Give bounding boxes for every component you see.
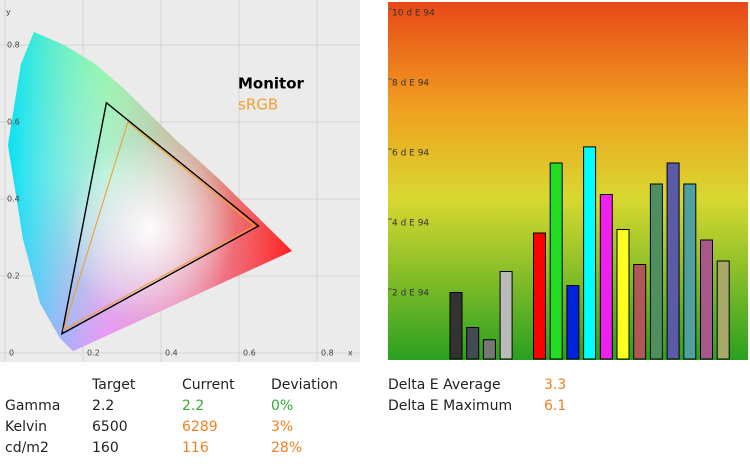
table-cell: 160 xyxy=(92,440,119,456)
x-tick-label: 0.6 xyxy=(243,349,256,358)
legend-entry: sRGB xyxy=(238,96,278,114)
bar xyxy=(566,285,580,360)
bar xyxy=(616,229,630,360)
bar xyxy=(700,239,713,360)
bar xyxy=(666,162,680,360)
bar xyxy=(449,292,463,360)
y-tick-label: 0.4 xyxy=(7,195,20,204)
x-tick-label: 0.4 xyxy=(165,349,178,358)
table-cell: 0% xyxy=(271,398,293,414)
y-tick-label: 0.2 xyxy=(7,272,20,281)
table-cell: 2.2 xyxy=(182,398,204,414)
y-tick-label: 4 d E 94 xyxy=(392,219,429,229)
y-axis-label: y xyxy=(6,8,11,17)
gamut-triangle xyxy=(62,121,256,332)
bar xyxy=(549,162,563,360)
table-cell: 28% xyxy=(271,440,302,456)
x-tick-label: 0 xyxy=(9,349,14,358)
table-cell: 6500 xyxy=(92,419,128,435)
bar xyxy=(482,339,496,360)
y-tick-label: 8 d E 94 xyxy=(392,79,429,89)
summary-value: 6.1 xyxy=(544,398,566,414)
row-label: cd/m2 xyxy=(5,440,49,456)
table-cell: 116 xyxy=(182,440,209,456)
gamut-triangle xyxy=(60,101,260,336)
x-tick-label: 0.8 xyxy=(321,349,334,358)
bar xyxy=(633,264,647,360)
legend-entry: Monitor xyxy=(238,75,305,93)
table-cell: 3% xyxy=(271,419,293,435)
white-point-glow xyxy=(8,32,292,351)
bar xyxy=(583,146,597,360)
table-cell: 2.2 xyxy=(92,398,114,414)
row-label: Gamma xyxy=(5,398,60,414)
bar xyxy=(649,183,663,360)
row-label: Kelvin xyxy=(5,419,47,435)
summary-label: Delta E Average xyxy=(388,377,501,393)
summary-value: 3.3 xyxy=(544,377,566,393)
x-axis-label: x xyxy=(348,349,353,358)
y-tick-label: 0.6 xyxy=(7,118,20,127)
bar xyxy=(533,232,546,360)
y-tick-label: 0.8 xyxy=(7,41,20,50)
y-tick-label: 6 d E 94 xyxy=(392,149,429,159)
table-cell: 6289 xyxy=(182,419,218,435)
bar xyxy=(683,183,697,360)
bar xyxy=(466,327,480,360)
column-header: Deviation xyxy=(271,377,338,393)
column-header: Current xyxy=(182,377,235,393)
y-tick-label: 2 d E 94 xyxy=(392,289,429,299)
bar xyxy=(599,194,613,360)
x-tick-label: 0.2 xyxy=(87,349,100,358)
summary-label: Delta E Maximum xyxy=(388,398,512,414)
column-header: Target xyxy=(91,377,136,393)
y-tick-label: 10 d E 94 xyxy=(392,9,435,19)
bar xyxy=(499,271,513,360)
bar xyxy=(716,260,730,360)
